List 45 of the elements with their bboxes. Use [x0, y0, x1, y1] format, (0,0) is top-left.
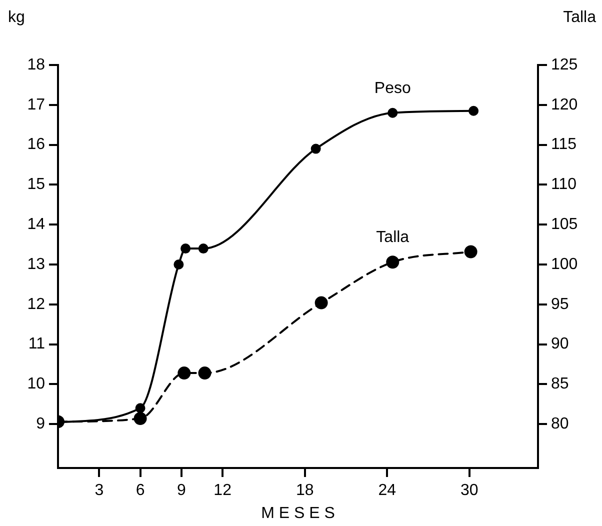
x-tick-label: 30 — [460, 482, 478, 500]
x-tick-label: 6 — [136, 482, 145, 500]
y2-tick-label: 115 — [551, 136, 577, 154]
y2-tick-label: 85 — [551, 376, 569, 393]
y-tick-label: 17 — [27, 96, 46, 114]
y-axis-title: kg — [8, 9, 25, 26]
y-tick-label: 15 — [27, 176, 46, 194]
y2-tick-label: 80 — [551, 416, 569, 433]
x-tick-label: 9 — [176, 482, 186, 500]
x-tick-label: 12 — [214, 482, 232, 500]
y-tick-label: 9 — [36, 416, 46, 433]
point — [468, 106, 479, 116]
x-tick-label: 3 — [94, 482, 104, 500]
y2-tick-label: 110 — [551, 176, 577, 194]
y-tick-label: 18 — [27, 56, 46, 74]
y2-tick-label: 90 — [551, 336, 569, 353]
y2-tick-label: 125 — [551, 56, 578, 74]
point — [180, 244, 191, 254]
point — [314, 296, 328, 310]
point — [135, 403, 146, 414]
point — [198, 366, 212, 380]
point — [388, 108, 398, 118]
point — [174, 260, 184, 270]
x-axis-title: M E S E S — [261, 505, 335, 522]
point — [198, 244, 208, 254]
y-tick-label: 16 — [27, 136, 46, 154]
point — [134, 412, 147, 426]
series-label: Peso — [374, 80, 411, 97]
point — [310, 144, 321, 154]
y2-tick-label: 100 — [551, 256, 578, 273]
y-tick-label: 13 — [27, 256, 46, 273]
y-tick-label: 14 — [27, 216, 46, 234]
point — [386, 256, 400, 269]
y-tick-label: 11 — [28, 336, 46, 353]
x-tick-label: 18 — [296, 482, 314, 500]
y-tick-label: 12 — [27, 296, 46, 313]
point — [464, 245, 478, 258]
y2-axis-title: Talla — [563, 9, 596, 26]
series-label: Talla — [376, 229, 410, 246]
x-tick-label: 24 — [378, 482, 396, 500]
y2-tick-label: 120 — [551, 96, 578, 114]
point — [178, 366, 191, 380]
y-tick-label: 10 — [27, 376, 46, 393]
y2-tick-label: 95 — [551, 296, 569, 313]
y2-tick-label: 105 — [551, 216, 578, 234]
